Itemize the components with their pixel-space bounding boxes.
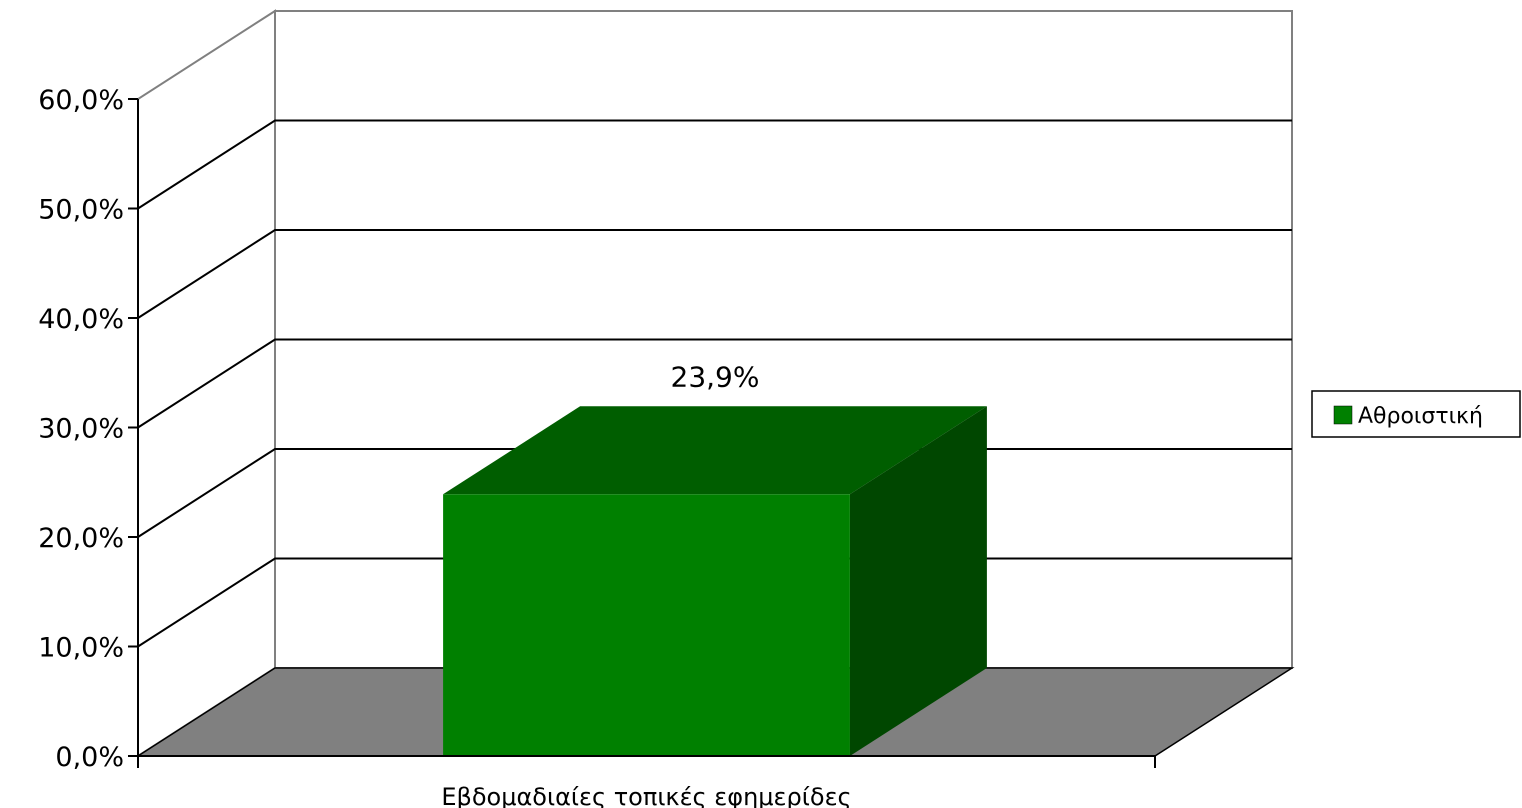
y-tick-label: 0,0%: [55, 742, 124, 773]
gridline: [137, 338, 1292, 429]
legend-box: [1311, 390, 1521, 438]
x-tick-label: Εβδομαδιαίες τοπικές εφημερίδες: [441, 783, 851, 808]
bar-1: [443, 494, 850, 756]
y-tick-label: 60,0%: [38, 85, 124, 116]
x-axis-labels: Εβδομαδιαίες τοπικές εφημερίδες: [441, 783, 851, 808]
data-labels: 23,9%: [671, 360, 760, 393]
bars: [443, 406, 987, 756]
y-axis-ticks: 0,0% 10,0% 20,0% 30,0% 40,0% 50,0% 60,0%: [38, 85, 138, 773]
y-tick-label: 30,0%: [38, 414, 124, 445]
y-tick-label: 50,0%: [38, 195, 124, 226]
gridline: [137, 229, 1292, 319]
gridline: [137, 119, 1292, 210]
bar-top: [443, 406, 987, 495]
legend-swatch-aggregate: [1333, 405, 1353, 425]
legend: Αθροιστική: [1311, 390, 1521, 438]
data-label-1: 23,9%: [671, 360, 760, 393]
legend-label-aggregate: Αθροιστική: [1358, 404, 1483, 429]
y-tick-label: 40,0%: [38, 304, 124, 335]
y-tick-label: 20,0%: [38, 523, 124, 554]
y-tick-label: 10,0%: [38, 633, 124, 664]
bar-side: [849, 406, 987, 756]
